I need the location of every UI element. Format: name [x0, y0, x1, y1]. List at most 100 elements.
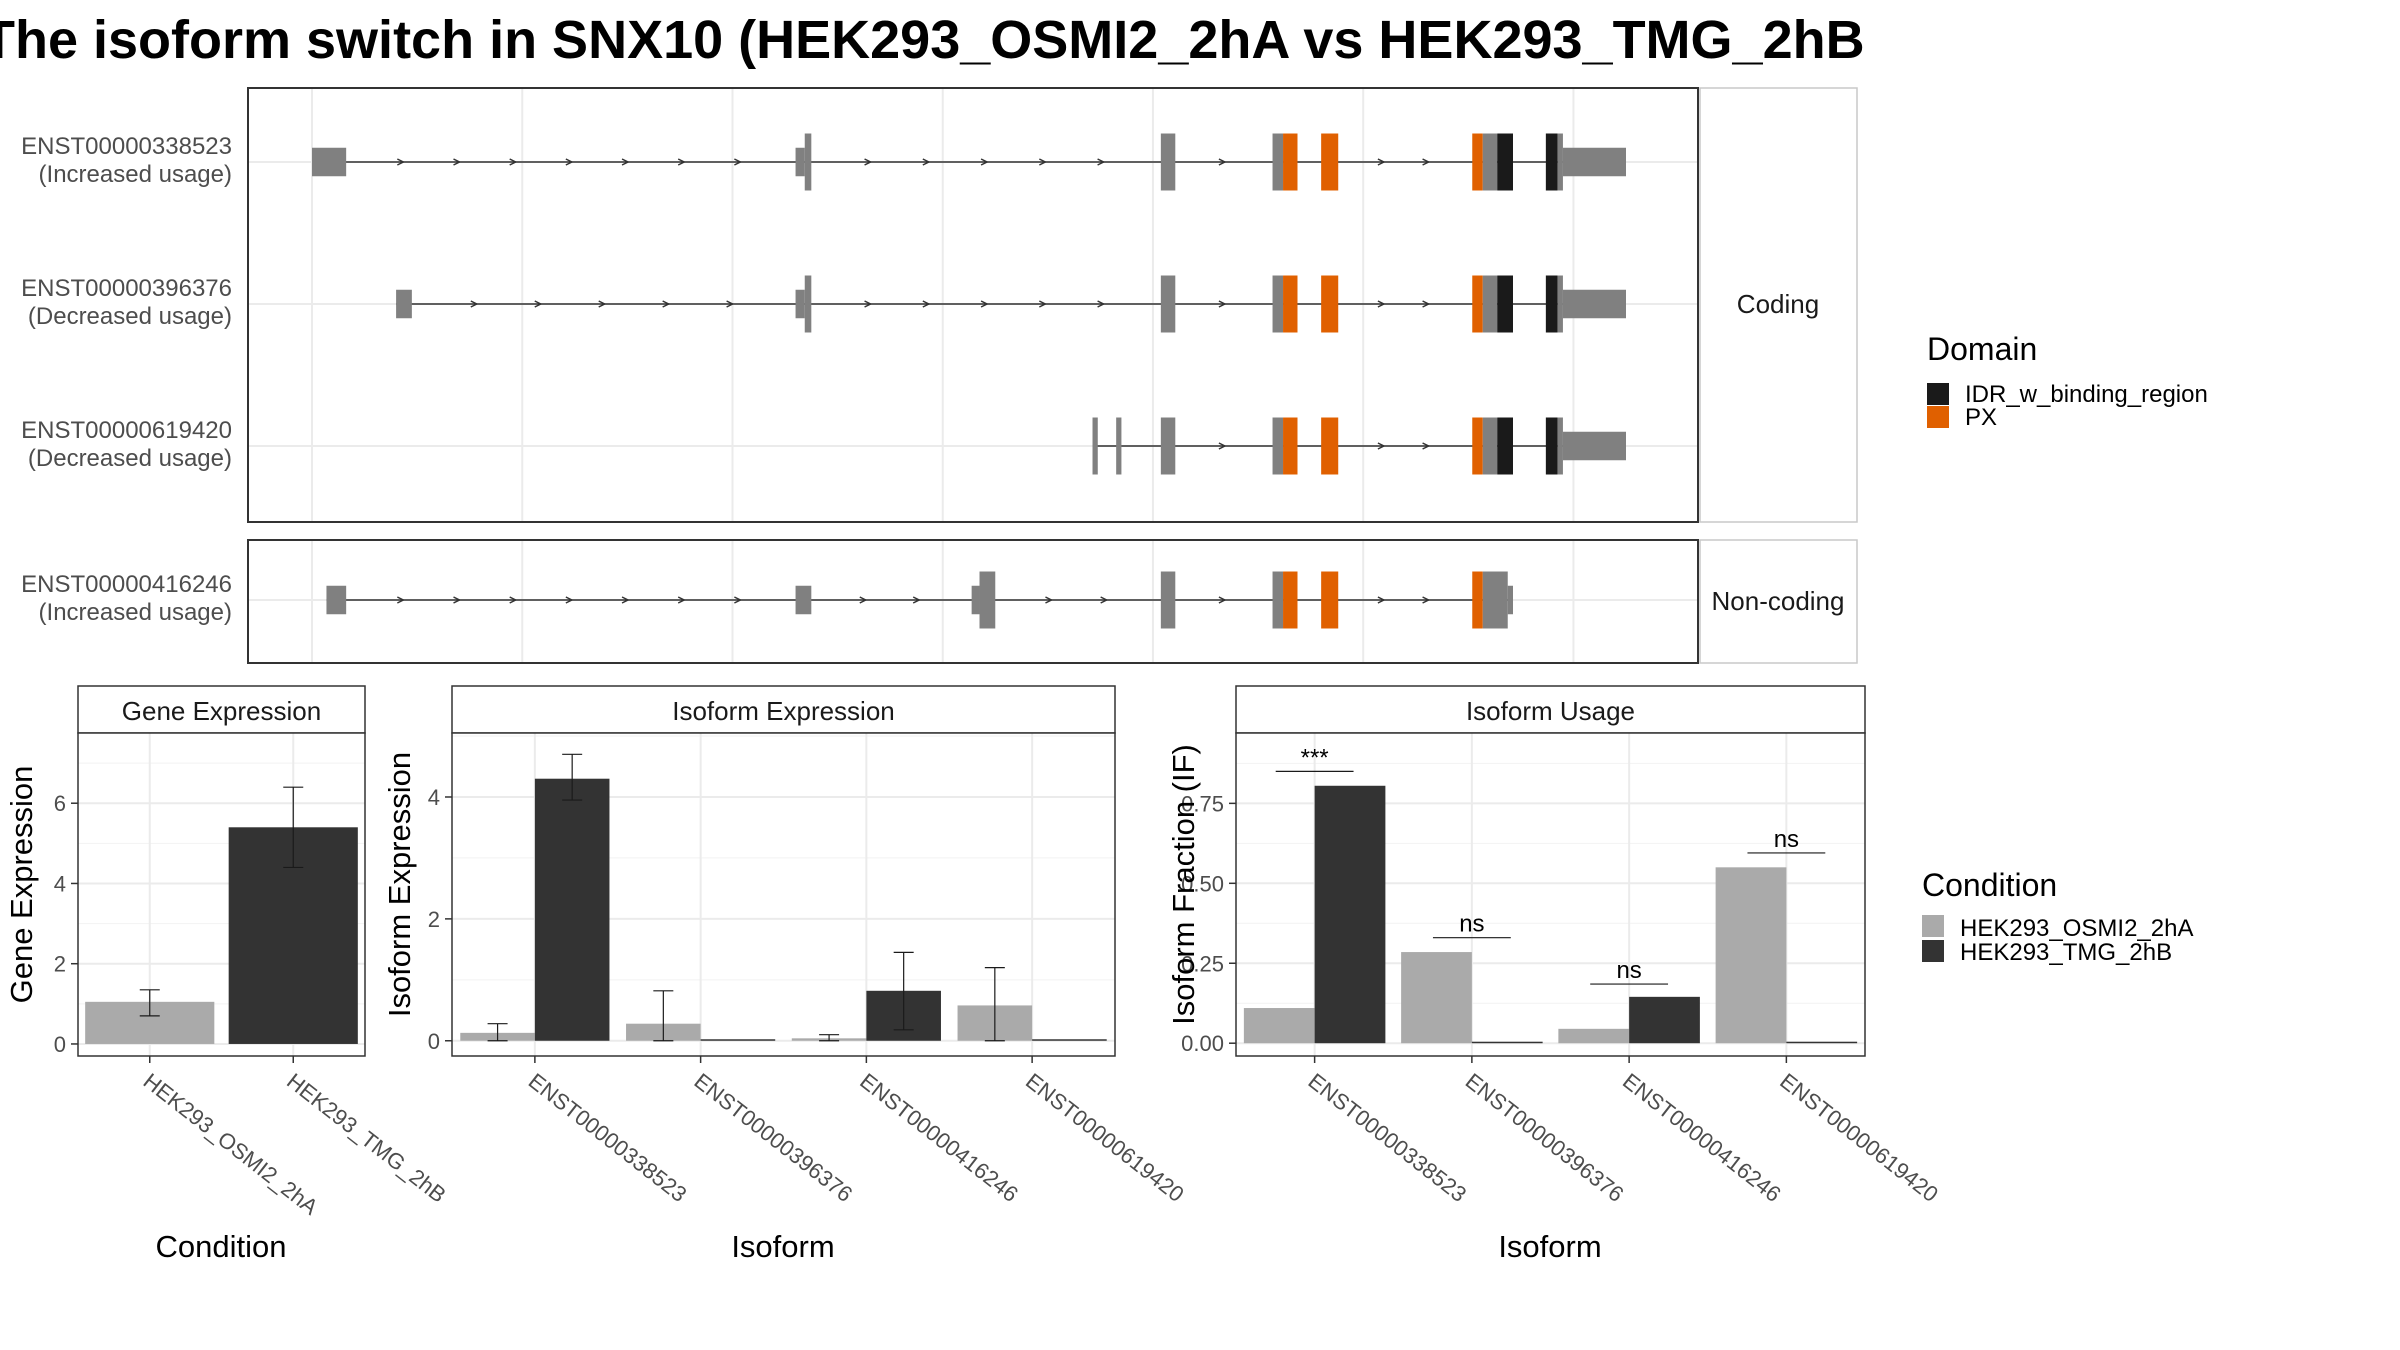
exon-block — [1562, 289, 1626, 319]
legend-swatch-idr — [1927, 383, 1949, 405]
exon-block — [1272, 571, 1284, 629]
intron-arrow — [1377, 442, 1386, 450]
transcript-id: ENST00000338523 — [21, 133, 232, 160]
y-axis-title: Isoform Expression — [382, 752, 417, 1017]
y-tick-label: 4 — [428, 785, 440, 810]
transcript-usage: (Increased usage) — [39, 599, 232, 626]
intron-arrow — [1039, 158, 1048, 166]
chart-title: Isoform Usage — [1466, 696, 1635, 726]
intron-arrow — [726, 300, 735, 308]
intron-arrow — [565, 158, 574, 166]
exon-block — [1557, 417, 1563, 475]
transcript-panel-border — [247, 87, 1699, 523]
y-tick-label: 0.25 — [1181, 951, 1224, 976]
intron-arrow — [1097, 158, 1106, 166]
intron-arrow — [397, 596, 406, 604]
intron-arrow — [453, 158, 462, 166]
noncoding-strip-label: Non-coding — [1712, 586, 1845, 616]
px-domain-block — [1321, 275, 1339, 333]
px-domain-block — [1321, 417, 1339, 475]
px-domain-block — [1283, 417, 1298, 475]
px-domain-block — [1472, 133, 1483, 191]
intron-arrow — [509, 158, 518, 166]
exon-block — [1482, 133, 1498, 191]
y-axis-title: Isoform Fraction (IF) — [1166, 744, 1201, 1025]
px-domain-block — [1472, 417, 1483, 475]
intron-arrow — [922, 300, 931, 308]
exon-block — [326, 585, 347, 615]
idr-domain-block — [1545, 417, 1558, 475]
intron-arrow — [1097, 300, 1106, 308]
intron-arrow — [980, 300, 989, 308]
intron-arrow — [621, 596, 630, 604]
transcript-usage: (Decreased usage) — [28, 303, 232, 330]
transcript-row: ENST00000396376(Decreased usage) — [21, 275, 1626, 333]
intron-arrow — [734, 596, 743, 604]
intron-arrow — [1218, 300, 1227, 308]
chart-title: Gene Expression — [122, 696, 321, 726]
px-domain-block — [1283, 275, 1298, 333]
exon-block — [1092, 417, 1098, 475]
exon-block — [1562, 147, 1626, 177]
intron-arrow — [1422, 442, 1431, 450]
y-tick-label: 0 — [54, 1032, 66, 1057]
intron-arrow — [1045, 596, 1054, 604]
idr-domain-block — [1545, 133, 1558, 191]
intron-arrow — [1218, 442, 1227, 450]
exon-block — [1562, 431, 1626, 461]
intron-arrow — [621, 158, 630, 166]
intron-arrow — [864, 158, 873, 166]
significance-label: ns — [1616, 957, 1641, 984]
transcript-row: ENST00000338523(Increased usage) — [21, 133, 1626, 191]
intron-arrow — [912, 596, 921, 604]
intron-arrow — [534, 300, 543, 308]
bar — [700, 1039, 776, 1041]
y-tick-label: 6 — [54, 791, 66, 816]
exon-block — [804, 133, 812, 191]
bar — [1629, 996, 1700, 1044]
exon-block — [1160, 275, 1176, 333]
intron-arrow — [1422, 300, 1431, 308]
intron-arrow — [662, 300, 671, 308]
bar — [1558, 1028, 1630, 1044]
intron-arrow — [1377, 158, 1386, 166]
px-domain-block — [1321, 571, 1339, 629]
idr-domain-block — [1497, 417, 1513, 475]
px-domain-block — [1283, 571, 1298, 629]
chart-panel-border — [451, 732, 1116, 1057]
transcript-panel-border — [247, 539, 1699, 664]
bar — [1314, 785, 1386, 1044]
intron-arrow — [864, 300, 873, 308]
legend-swatch-cond1 — [1922, 915, 1944, 937]
idr-domain-block — [1545, 275, 1558, 333]
intron-arrow — [1218, 596, 1227, 604]
bar — [534, 778, 610, 1041]
idr-domain-block — [1497, 275, 1513, 333]
noncoding-strip — [1699, 539, 1858, 664]
chart-panel-border — [1235, 732, 1866, 1057]
legend-label-idr: IDR_w_binding_region — [1965, 381, 2208, 408]
y-tick-label: 0.50 — [1181, 871, 1224, 896]
y-tick-label: 0.00 — [1181, 1031, 1224, 1056]
exon-block — [1272, 133, 1284, 191]
transcript-row: ENST00000619420(Decreased usage) — [21, 417, 1626, 475]
y-tick-label: 4 — [54, 871, 66, 896]
domain-legend-title: Domain — [1927, 331, 2037, 367]
exon-block — [1160, 133, 1176, 191]
intron-arrow — [397, 158, 406, 166]
transcript-usage: (Increased usage) — [39, 161, 232, 188]
intron-arrow — [453, 596, 462, 604]
exon-block — [1507, 585, 1513, 615]
transcript-row: ENST00000416246(Increased usage) — [21, 571, 1513, 629]
domain-legend: Domain IDR_w_binding_region PX — [1927, 331, 2208, 431]
idr-domain-block — [1497, 133, 1513, 191]
intron-arrow — [565, 596, 574, 604]
bar — [1786, 1041, 1858, 1044]
chart-panel-border — [77, 732, 366, 1057]
legend-swatch-px — [1927, 406, 1949, 428]
intron-arrow — [1422, 158, 1431, 166]
bar — [1401, 952, 1472, 1044]
legend-label-cond1: HEK293_OSMI2_2hA — [1960, 915, 2193, 942]
exon-block — [1557, 275, 1563, 333]
